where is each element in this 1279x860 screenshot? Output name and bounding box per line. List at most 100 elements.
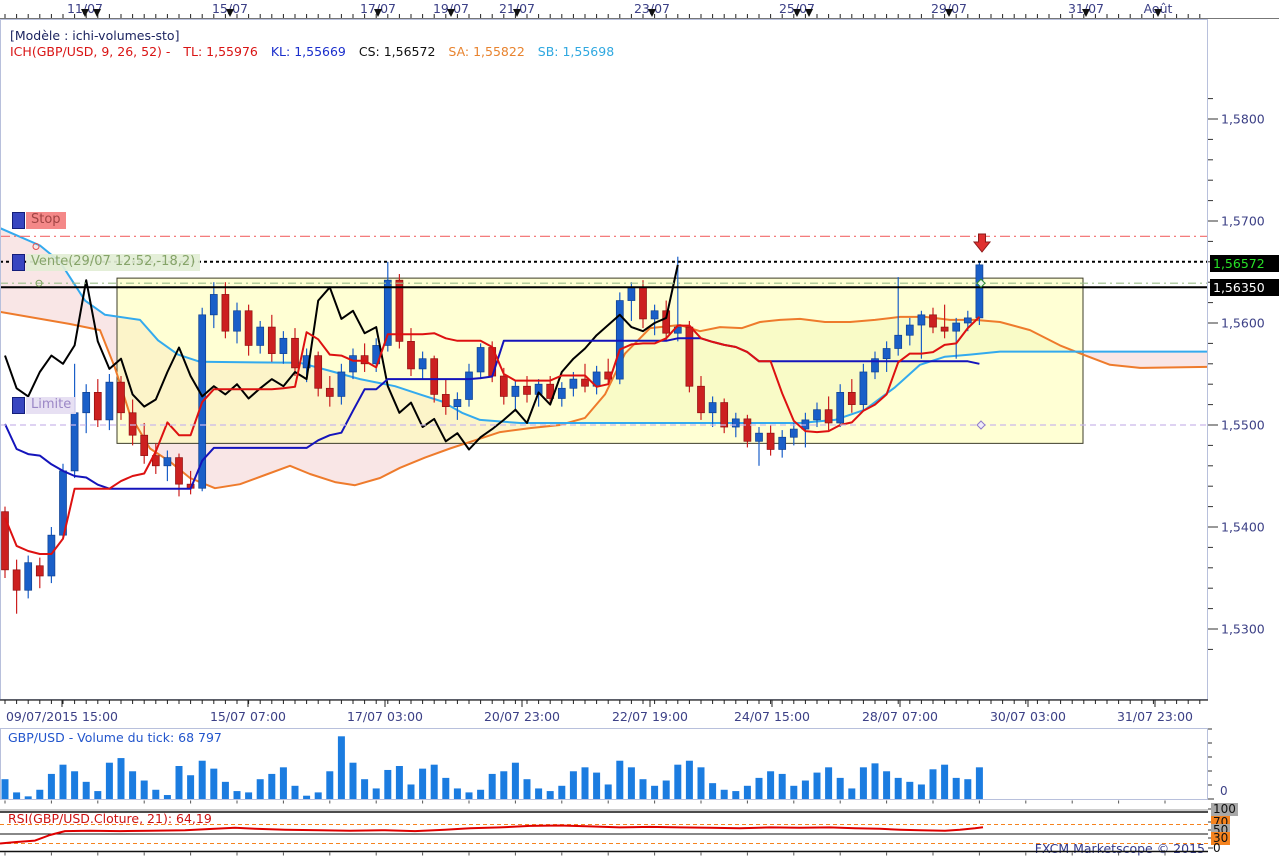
candle-body xyxy=(627,286,636,301)
volume-bar xyxy=(465,792,473,799)
volume-bar xyxy=(245,792,253,799)
candle-body xyxy=(894,334,903,349)
rsi-line xyxy=(0,824,984,845)
volume-bar xyxy=(697,767,705,799)
volume-bar xyxy=(917,784,925,799)
tenkan-line xyxy=(4,316,981,555)
volume-bar xyxy=(36,789,44,799)
sell-position-label[interactable]: Vente(29/07 12:52,-18,2) xyxy=(26,254,201,271)
stop-order-tag[interactable]: Stop xyxy=(12,212,66,229)
candle-body xyxy=(847,392,856,405)
volume-bar xyxy=(627,767,635,799)
candle-body xyxy=(836,392,845,424)
volume-pane[interactable] xyxy=(0,728,1215,804)
volume-bar xyxy=(71,771,79,799)
candle-body xyxy=(546,383,555,399)
volume-bar xyxy=(407,784,415,799)
bid-price-tag: 1,56350 xyxy=(1210,279,1279,296)
date-marker-icon xyxy=(226,9,234,17)
sell-position-tag[interactable]: Vente(29/07 12:52,-18,2) xyxy=(12,254,201,271)
volume-bar xyxy=(674,764,682,799)
limit-drag-handle-icon[interactable] xyxy=(12,397,25,414)
volume-bar xyxy=(593,772,601,799)
candle-body xyxy=(407,341,415,370)
trade-markers[interactable] xyxy=(32,233,992,430)
x-axis-top-label: 15/07 xyxy=(212,1,248,16)
rsi-pane[interactable] xyxy=(0,808,1213,856)
volume-bar xyxy=(279,767,287,799)
volume-bar xyxy=(859,767,867,799)
candle-body xyxy=(93,392,102,421)
rsi-scale-label: 100 xyxy=(1211,802,1238,816)
x-axis-bottom-label: 28/07 07:00 xyxy=(862,709,938,724)
stop-drag-handle-icon[interactable] xyxy=(12,212,25,229)
x-axis-top-label: 31/07 xyxy=(1068,1,1104,16)
date-marker-icon xyxy=(1154,9,1162,17)
volume-bar xyxy=(372,788,380,799)
date-marker-icon xyxy=(513,9,521,17)
x-axis-top-label: Août xyxy=(1144,1,1173,16)
limit-order-label[interactable]: Limite xyxy=(26,397,77,414)
candle-body xyxy=(523,385,531,395)
volume-bar xyxy=(129,771,137,799)
volume-bar xyxy=(616,760,624,799)
candle-body xyxy=(291,337,299,369)
volume-bar xyxy=(535,788,543,799)
x-axis-top-label: 11/07 xyxy=(67,1,103,16)
candle-body xyxy=(151,455,160,467)
last-price-tag: 1,56572 xyxy=(1210,255,1279,272)
price-axis: 1,5800 1,5700 1,5600 1,5500 1,5400 1,5300 xyxy=(1208,98,1265,650)
x-axis-bottom-label: 31/07 23:00 xyxy=(1117,709,1193,724)
volume-bar xyxy=(941,764,949,799)
x-axis-top-label: 29/07 xyxy=(931,1,967,16)
volume-bar xyxy=(790,785,798,799)
x-axis-top-label: 17/07 xyxy=(360,1,396,16)
order-anchor-circle[interactable] xyxy=(32,243,40,250)
volume-bar xyxy=(1,779,9,799)
x-axis-bottom-label: 22/07 19:00 xyxy=(612,709,688,724)
volume-bar xyxy=(453,788,461,799)
candle-body xyxy=(755,432,763,442)
x-axis-top-label: 19/07 xyxy=(433,1,469,16)
main-pane[interactable] xyxy=(0,227,1208,614)
top-date-axis: 11/07 15/07 17/07 19/07 21/07 23/07 25/07 29/07… xyxy=(0,1,1279,19)
limit-order-tag[interactable]: Limite xyxy=(12,397,77,414)
volume-bar xyxy=(709,783,717,799)
order-diamond-marker[interactable] xyxy=(976,420,986,430)
candle-body xyxy=(882,348,891,360)
order-anchor-circle[interactable] xyxy=(35,279,43,287)
volume-bar xyxy=(813,772,821,799)
volume-bar xyxy=(906,781,914,799)
candle-body xyxy=(569,378,578,389)
sell-drag-handle-icon[interactable] xyxy=(12,254,25,271)
x-axis-bottom-label: 15/07 07:00 xyxy=(210,709,286,724)
volume-bar xyxy=(964,779,972,799)
volume-bar xyxy=(94,791,102,799)
volume-bar xyxy=(175,766,183,799)
x-axis-top-label: 23/07 xyxy=(634,1,670,16)
date-marker-icon xyxy=(374,9,382,17)
volume-bar xyxy=(395,766,403,799)
candle-body xyxy=(824,409,833,424)
candle-body xyxy=(766,432,775,450)
volume-bar xyxy=(488,773,496,799)
date-marker-icon xyxy=(648,9,656,17)
stop-order-label[interactable]: Stop xyxy=(26,212,66,229)
rsi-scale-label: 0 xyxy=(1213,841,1221,855)
sell-signal-arrow-icon xyxy=(972,233,992,253)
order-diamond-marker[interactable] xyxy=(976,278,986,288)
volume-bar xyxy=(117,758,125,799)
chikou-value: CS: 1,56572 xyxy=(358,44,436,59)
candle-body xyxy=(465,371,473,400)
volume-bar xyxy=(303,795,311,799)
volume-bar xyxy=(268,773,276,799)
volume-bar xyxy=(82,781,90,799)
x-axis-bottom-label: 30/07 03:00 xyxy=(990,709,1066,724)
volume-bar xyxy=(47,773,55,799)
rsi-pane-title: RSI(GBP/USD.Cloture, 21): 64,19 xyxy=(8,811,212,826)
price-axis-label: 1,5300 xyxy=(1221,622,1265,637)
volume-bar xyxy=(755,777,763,799)
date-marker-icon xyxy=(793,9,801,17)
